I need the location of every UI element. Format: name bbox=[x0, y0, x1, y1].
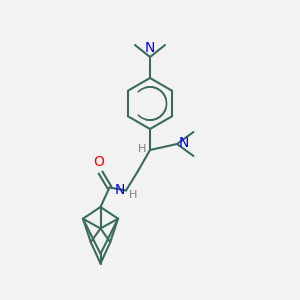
Text: N: N bbox=[114, 183, 124, 197]
Text: N: N bbox=[178, 136, 189, 150]
Text: H: H bbox=[138, 143, 147, 154]
Text: O: O bbox=[94, 155, 104, 169]
Text: H: H bbox=[129, 190, 138, 200]
Text: N: N bbox=[145, 41, 155, 56]
